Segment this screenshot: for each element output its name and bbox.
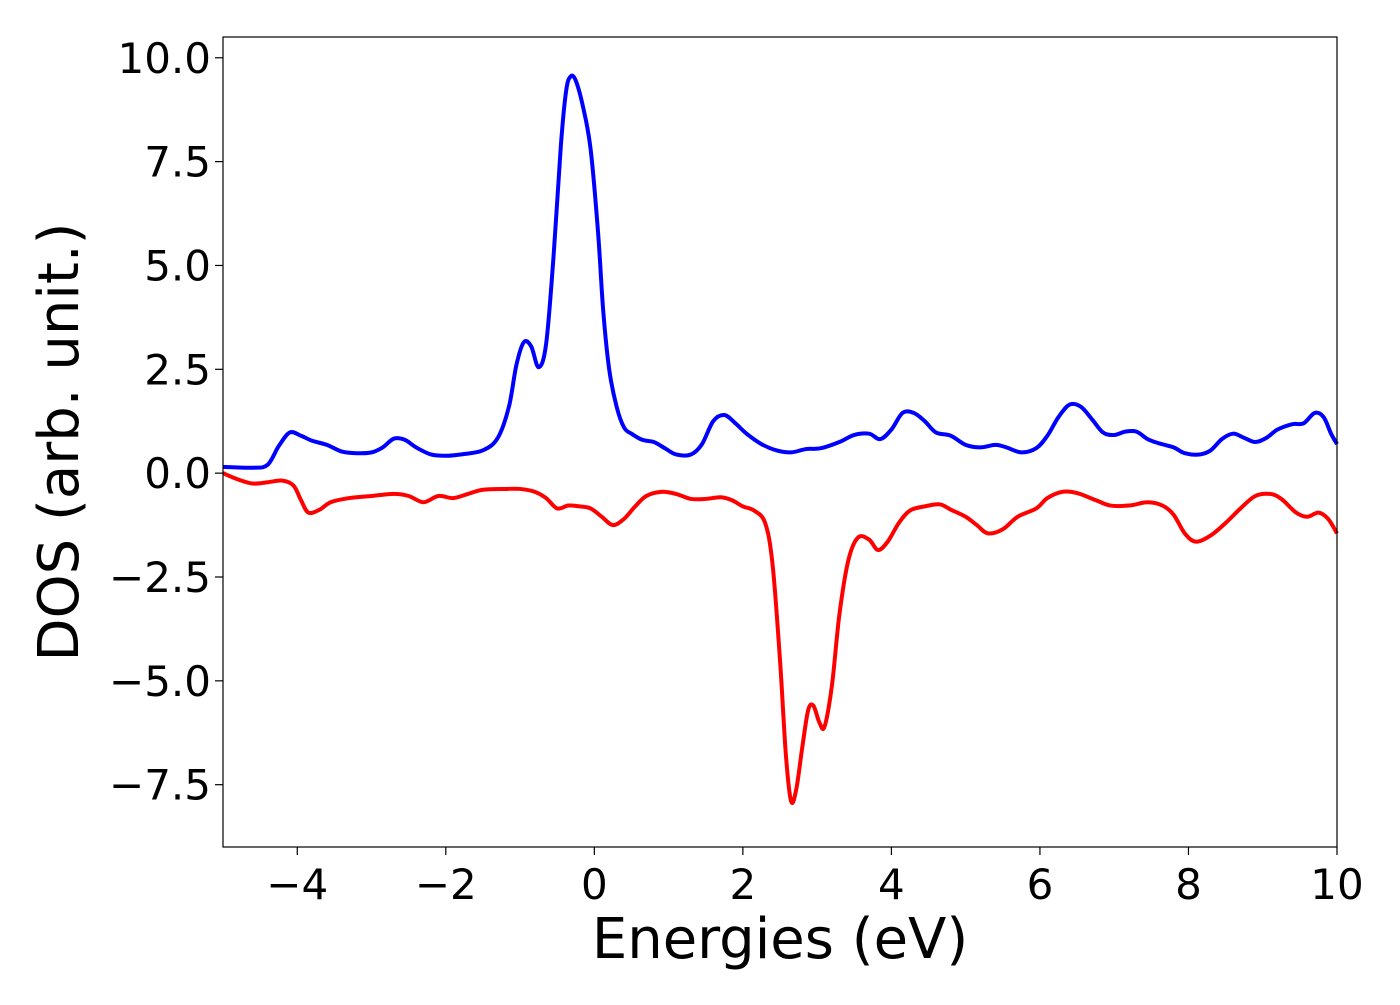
x-tick-label: 0 <box>581 860 608 909</box>
x-axis-ticks: −4 −2 0 2 4 6 8 10 <box>266 847 1364 909</box>
x-tick-label: 10 <box>1310 860 1363 909</box>
x-tick-label: −4 <box>266 860 328 909</box>
y-tick-label: −5.0 <box>109 657 211 706</box>
x-axis-label: Energies (eV) <box>592 907 968 972</box>
y-tick-label: −2.5 <box>109 553 211 602</box>
y-tick-label: −7.5 <box>109 761 211 810</box>
series-line-1 <box>222 471 1339 805</box>
y-tick-label: 7.5 <box>144 138 211 187</box>
y-tick-label: 5.0 <box>144 241 211 290</box>
plot-frame <box>222 36 1338 848</box>
x-tick-label: 4 <box>878 860 905 909</box>
x-tick-label: 8 <box>1175 860 1202 909</box>
x-tick-label: −2 <box>415 860 477 909</box>
y-axis-label: DOS (arb. unit.) <box>27 222 92 661</box>
y-tick-label: 10.0 <box>117 34 211 83</box>
y-tick-label: 2.5 <box>144 345 211 394</box>
y-axis-ticks: 10.0 7.5 5.0 2.5 0.0 −2.5 −5.0 −7.5 <box>109 34 223 810</box>
series-line-0 <box>222 73 1339 470</box>
x-tick-label: 2 <box>729 860 756 909</box>
series-layer <box>222 73 1339 805</box>
x-tick-label: 6 <box>1027 860 1054 909</box>
y-tick-label: 0.0 <box>144 449 211 498</box>
